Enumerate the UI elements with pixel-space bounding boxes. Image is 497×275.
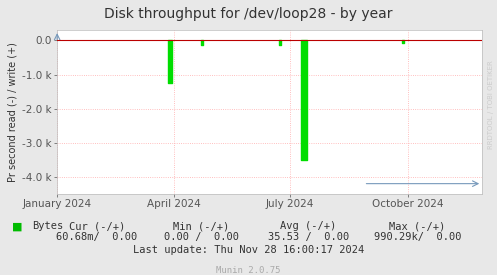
Text: 60.68m/  0.00: 60.68m/ 0.00 xyxy=(56,232,138,242)
Text: 0.00 /  0.00: 0.00 / 0.00 xyxy=(164,232,239,242)
Y-axis label: Pr second read (-) / write (+): Pr second read (-) / write (+) xyxy=(8,42,18,182)
Text: ■: ■ xyxy=(12,221,23,231)
Text: Cur (-/+): Cur (-/+) xyxy=(69,221,125,231)
Text: 35.53 /  0.00: 35.53 / 0.00 xyxy=(267,232,349,242)
Text: RRDTOOL / TOBI OETIKER: RRDTOOL / TOBI OETIKER xyxy=(488,60,494,149)
Text: Max (-/+): Max (-/+) xyxy=(389,221,446,231)
Text: Disk throughput for /dev/loop28 - by year: Disk throughput for /dev/loop28 - by yea… xyxy=(104,7,393,21)
Text: Avg (-/+): Avg (-/+) xyxy=(280,221,336,231)
Text: 990.29k/  0.00: 990.29k/ 0.00 xyxy=(374,232,461,242)
Text: Last update: Thu Nov 28 16:00:17 2024: Last update: Thu Nov 28 16:00:17 2024 xyxy=(133,245,364,255)
Text: Munin 2.0.75: Munin 2.0.75 xyxy=(216,266,281,275)
Text: Min (-/+): Min (-/+) xyxy=(173,221,230,231)
Text: Bytes: Bytes xyxy=(32,221,64,231)
